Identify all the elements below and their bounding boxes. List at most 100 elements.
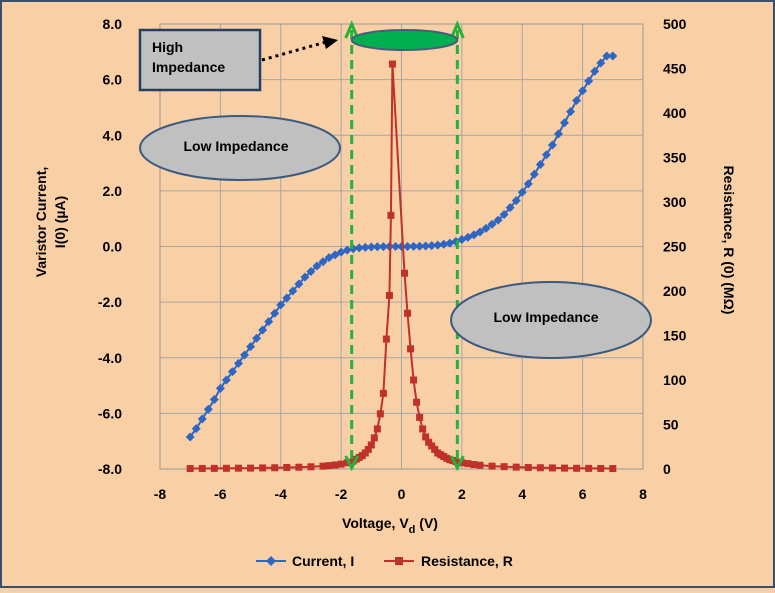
resistance-point <box>470 461 478 469</box>
x-tick-label: -2 <box>335 486 348 502</box>
resistance-point <box>597 464 605 472</box>
resistance-point <box>413 398 421 406</box>
current-point <box>270 308 280 318</box>
current-point <box>221 375 231 385</box>
x-axis-title-unit: (V) <box>415 515 438 531</box>
right-axis-title: Resistance, R (0) (MΩ) <box>721 166 737 315</box>
resistance-point <box>573 464 581 472</box>
current-point <box>560 118 570 128</box>
resistance-point <box>407 345 415 353</box>
left-tick-label: -6.0 <box>98 405 122 421</box>
resistance-point <box>295 463 303 471</box>
right-axis-title-text: Resistance, R (0) (MΩ) <box>721 166 737 315</box>
resistance-point <box>319 462 327 470</box>
legend-resistance-label: Resistance, R <box>421 553 513 569</box>
left-axis-title-line2: I(0) (µA) <box>52 196 68 248</box>
left-axis-title: Varistor Current, I(0) (µA) <box>33 167 68 277</box>
current-point <box>505 203 515 213</box>
resistance-point <box>364 445 372 453</box>
legend-current-label: Current, I <box>292 553 354 569</box>
current-point <box>240 350 250 360</box>
current-point <box>409 241 419 251</box>
current-point <box>282 293 292 303</box>
x-axis-ticks: -8 -6 -4 -2 0 2 4 6 8 <box>154 486 647 502</box>
resistance-point <box>337 460 345 468</box>
arrow-down-icon <box>344 455 360 472</box>
current-point <box>541 150 551 160</box>
current-point <box>535 159 545 169</box>
annotations: High Impedance Low Impedance Low Impedan… <box>138 20 652 472</box>
current-point <box>572 95 582 105</box>
resistance-point <box>210 464 218 472</box>
resistance-point <box>512 463 520 471</box>
right-tick-label: 300 <box>663 194 687 210</box>
high-impedance-region-marker <box>350 29 459 51</box>
resistance-point <box>234 464 242 472</box>
left-tick-label: -4.0 <box>98 350 122 366</box>
high-impedance-label-line1: High <box>152 39 183 55</box>
resistance-series-line <box>190 63 613 470</box>
arrow-up-icon <box>344 20 360 39</box>
resistance-point <box>331 461 339 469</box>
resistance-point <box>388 60 396 68</box>
legend-current-marker-icon <box>266 556 276 566</box>
current-point <box>439 239 449 249</box>
current-point <box>415 241 425 251</box>
resistance-point <box>419 425 427 433</box>
low-impedance-right-label: Low Impedance <box>493 309 598 325</box>
right-tick-label: 500 <box>663 16 687 32</box>
left-axis-title-line1: Varistor Current, <box>33 167 49 277</box>
resistance-point <box>222 464 230 472</box>
resistance-point <box>367 441 375 449</box>
resistance-point <box>585 464 593 472</box>
legend: Current, I Resistance, R <box>256 553 513 569</box>
left-tick-label: -8.0 <box>98 461 122 477</box>
resistance-point <box>422 433 430 441</box>
x-tick-label: -4 <box>275 486 288 502</box>
current-point <box>499 210 509 220</box>
left-tick-label: 4.0 <box>103 127 123 143</box>
x-tick-label: 6 <box>579 486 587 502</box>
resistance-point <box>404 309 412 317</box>
resistance-point <box>524 463 532 471</box>
resistance-point <box>307 463 315 471</box>
current-point <box>378 242 388 252</box>
current-point <box>354 243 364 253</box>
current-point <box>360 242 370 252</box>
current-point <box>578 86 588 96</box>
current-point <box>197 414 207 424</box>
resistance-point <box>431 445 439 453</box>
resistance-point <box>387 211 395 219</box>
plot-area <box>159 23 644 470</box>
resistance-point <box>458 459 466 467</box>
current-point <box>403 242 413 251</box>
resistance-point <box>343 459 351 467</box>
current-point <box>596 58 606 68</box>
right-tick-label: 400 <box>663 105 687 121</box>
resistance-point <box>536 464 544 472</box>
resistance-point <box>373 425 381 433</box>
current-point <box>584 76 594 86</box>
left-tick-label: 0.0 <box>103 239 123 255</box>
resistance-point <box>382 335 390 343</box>
right-tick-label: 450 <box>663 61 687 77</box>
current-point <box>487 219 497 229</box>
current-point <box>427 241 437 251</box>
resistance-point <box>561 464 569 472</box>
current-point <box>215 383 225 393</box>
resistance-point <box>283 463 291 471</box>
current-point <box>390 242 400 251</box>
current-point <box>258 325 268 335</box>
resistance-point <box>370 434 378 442</box>
current-point <box>481 223 491 233</box>
resistance-point <box>361 449 369 457</box>
current-point <box>433 240 443 250</box>
resistance-point <box>401 269 409 277</box>
x-tick-label: 8 <box>639 486 647 502</box>
current-point <box>553 129 563 139</box>
resistance-point <box>325 462 333 470</box>
low-impedance-right-ellipse <box>450 281 652 359</box>
resistance-point <box>476 461 484 469</box>
current-point <box>191 424 201 434</box>
current-point <box>209 394 219 404</box>
